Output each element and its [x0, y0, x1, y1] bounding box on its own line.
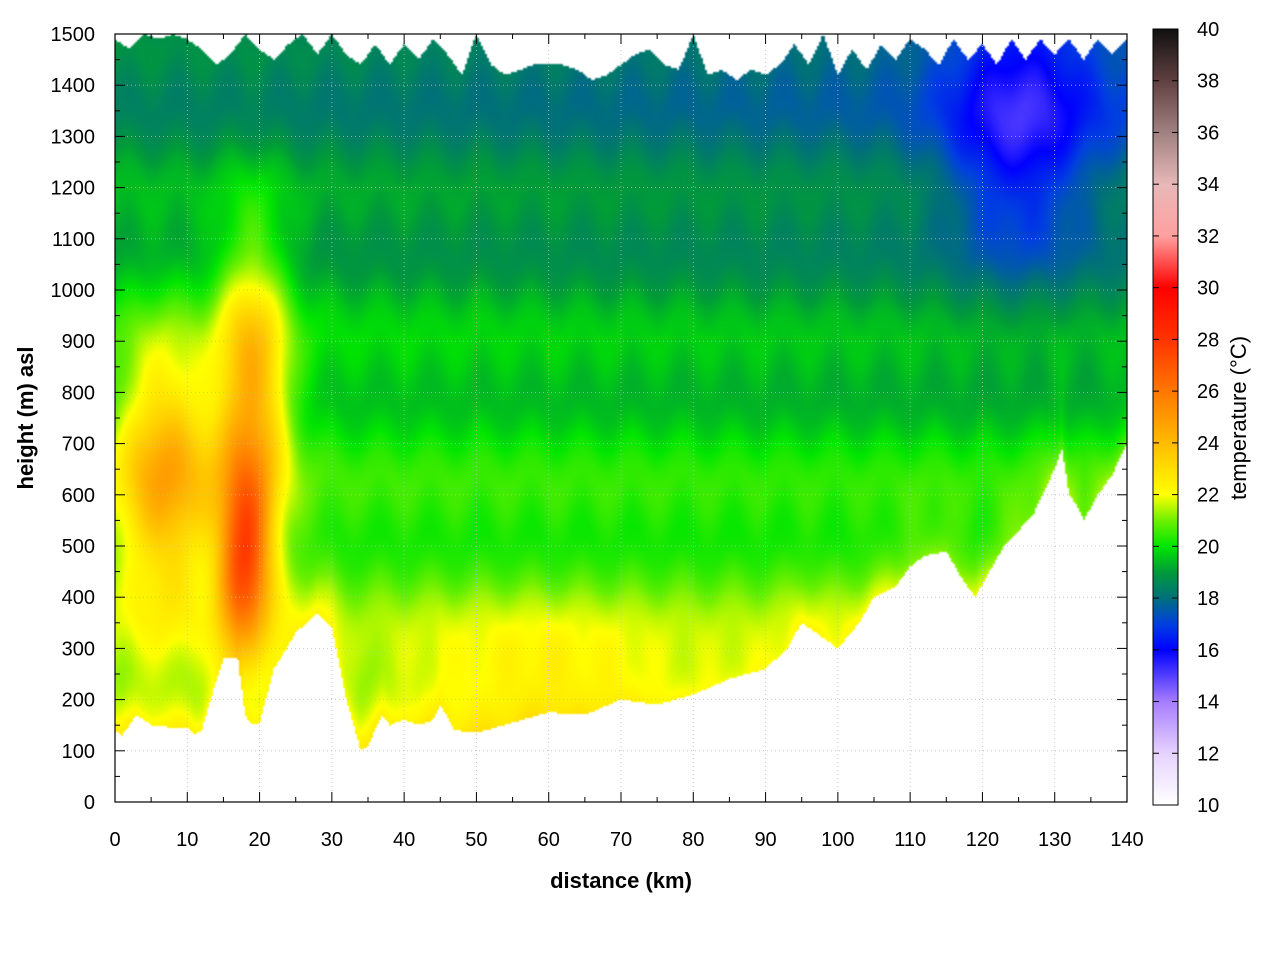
x-tick-label: 0 — [109, 829, 120, 851]
x-axis: 0 10 20 30 40 50 60 70 80 90 100 110 120 130 140 — [109, 34, 1144, 851]
colorbar-tick-label: 26 — [1197, 381, 1219, 403]
y-axis: 0 100 200 300 400 500 600 700 800 900 1000 1100 1200… — [51, 24, 1127, 814]
grid-lines — [115, 34, 1127, 802]
x-tick-label: 70 — [610, 829, 632, 851]
x-tick-label: 110 — [894, 829, 926, 851]
colorbar-tick-label: 10 — [1197, 795, 1219, 817]
colorbar-tick-label: 24 — [1197, 433, 1219, 455]
y-axis-title: height (m) asl — [13, 346, 38, 489]
colorbar-tick-label: 12 — [1197, 743, 1219, 765]
y-tick-label: 500 — [62, 536, 95, 558]
y-tick-label: 0 — [84, 792, 95, 814]
colorbar-title: temperature (°C) — [1226, 336, 1251, 500]
colorbar-tick-label: 16 — [1197, 640, 1219, 662]
x-tick-label: 20 — [248, 829, 270, 851]
x-axis-title: distance (km) — [550, 868, 692, 893]
x-tick-label: 90 — [754, 829, 776, 851]
colorbar-tick-label: 34 — [1197, 174, 1219, 196]
x-tick-label: 120 — [966, 829, 999, 851]
colorbar-tick-label: 30 — [1197, 278, 1219, 300]
y-tick-label: 700 — [62, 434, 95, 456]
y-tick-label: 1300 — [51, 126, 96, 148]
y-tick-label: 900 — [62, 331, 95, 353]
y-tick-label: 1400 — [51, 75, 96, 97]
colorbar — [1152, 28, 1179, 806]
colorbar-tick-label: 38 — [1197, 71, 1219, 93]
colorbar-tick-label: 32 — [1197, 226, 1219, 248]
x-tick-label: 50 — [465, 829, 487, 851]
y-tick-label: 400 — [62, 587, 95, 609]
colorbar-tick-label: 20 — [1197, 536, 1219, 558]
colorbar-tick-label: 22 — [1197, 485, 1219, 507]
x-tick-label: 80 — [682, 829, 704, 851]
y-tick-label: 1500 — [51, 24, 96, 46]
colorbar-axis: 10 12 14 16 18 20 22 24 26 28 30 32 34 36 38 40 — [1153, 19, 1219, 817]
x-tick-label: 60 — [538, 829, 560, 851]
colorbar-tick-label: 36 — [1197, 122, 1219, 144]
colorbar-tick-label: 40 — [1197, 19, 1219, 41]
y-tick-label: 300 — [62, 638, 95, 660]
x-tick-label: 140 — [1110, 829, 1143, 851]
x-tick-label: 40 — [393, 829, 415, 851]
colorbar-tick-label: 18 — [1197, 588, 1219, 610]
x-tick-label: 100 — [821, 829, 854, 851]
x-tick-label: 130 — [1038, 829, 1071, 851]
y-tick-label: 100 — [62, 741, 95, 763]
x-tick-label: 10 — [176, 829, 198, 851]
y-tick-label: 1000 — [51, 280, 96, 302]
y-tick-label: 1100 — [52, 229, 95, 251]
y-tick-label: 800 — [62, 382, 95, 404]
y-tick-label: 200 — [62, 690, 95, 712]
x-tick-label: 30 — [321, 829, 343, 851]
colorbar-tick-label: 14 — [1197, 692, 1219, 714]
y-tick-label: 1200 — [51, 178, 96, 200]
colorbar-tick-label: 28 — [1197, 329, 1219, 351]
y-tick-label: 600 — [62, 485, 95, 507]
